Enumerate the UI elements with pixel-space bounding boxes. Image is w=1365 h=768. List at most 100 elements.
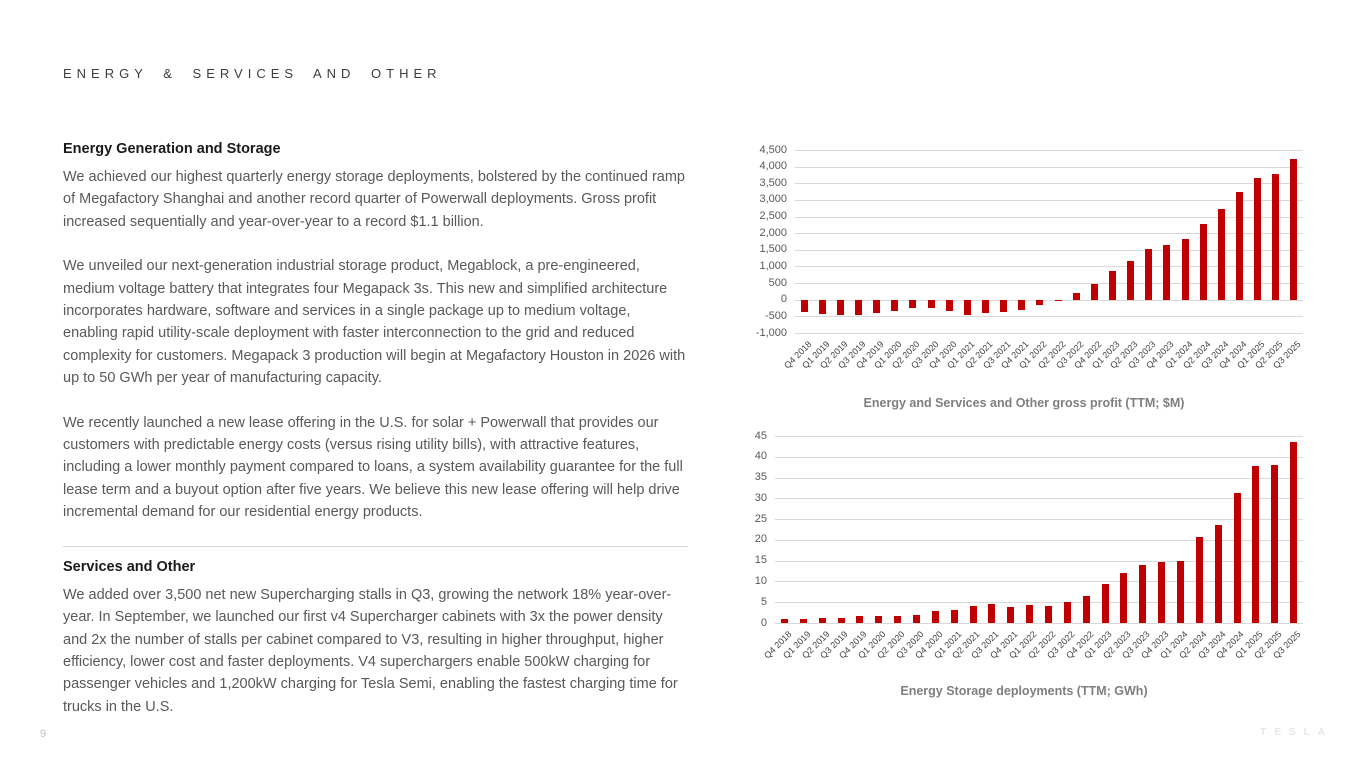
y-axis-tick-label: 20 (754, 533, 767, 546)
gridline (775, 498, 1303, 500)
bar (1082, 595, 1090, 623)
bar (780, 618, 788, 623)
gridline (775, 456, 1303, 458)
gridline (795, 333, 1303, 334)
gridline (795, 249, 1303, 251)
bar (1054, 299, 1062, 302)
bar (1176, 561, 1184, 623)
bar (1195, 537, 1203, 623)
bar (1233, 492, 1241, 623)
bar (1271, 465, 1279, 623)
y-axis-tick-label: 4,000 (759, 160, 787, 173)
bar (1199, 223, 1207, 300)
y-axis-tick-label: 30 (754, 491, 767, 504)
bar (1214, 525, 1222, 623)
y-axis-tick-label: 5 (760, 595, 767, 608)
bar (988, 603, 996, 623)
bar (1139, 565, 1147, 623)
paragraph: We achieved our highest quarterly energy… (63, 169, 685, 230)
paragraph: We added over 3,500 net new Superchargin… (63, 586, 678, 715)
y-axis-tick-label: 35 (754, 471, 767, 484)
gridline (795, 266, 1303, 268)
gridline (795, 166, 1303, 168)
gridline (775, 581, 1303, 583)
bar (931, 610, 939, 623)
gridline (795, 216, 1303, 218)
y-axis-tick-label: 1,500 (759, 243, 787, 256)
gridline (795, 150, 1303, 151)
bar (1063, 602, 1071, 623)
bar (799, 619, 807, 623)
bar (856, 616, 864, 623)
plot-area: Q4 2018 Q1 2019 Q2 2019 Q3 2019 Q4 2019 Q1 20… (762, 436, 1303, 660)
bar (945, 299, 953, 311)
y-axis-tick-label: 3,500 (759, 176, 787, 189)
bar (891, 299, 899, 311)
page-number: 9 (40, 728, 47, 740)
bar (927, 299, 935, 308)
bar (894, 615, 902, 623)
bar (1044, 605, 1052, 623)
bar (1145, 249, 1153, 300)
y-axis-tick-label: 0 (760, 616, 767, 629)
bar (1290, 158, 1298, 300)
y-axis-tick-label: 4,500 (759, 143, 787, 156)
bar (1158, 561, 1166, 623)
gridline (795, 233, 1303, 235)
tesla-logo: TESLA (1260, 727, 1333, 738)
bar (1109, 270, 1116, 300)
bar (1072, 293, 1080, 300)
bar (1120, 573, 1128, 623)
y-axis-tick-label: 3,000 (759, 193, 787, 206)
bar (1252, 466, 1260, 623)
storage-deployments-chart: 45 40 35 30 25 20 15 10 5 0 Q4 2018 Q1 2019 Q2 2019… (745, 430, 1303, 716)
section-heading-energy: Energy Generation and Storage (63, 141, 281, 157)
gridline (795, 283, 1303, 285)
gridline (775, 519, 1303, 521)
bar (982, 299, 989, 314)
bar (818, 299, 826, 315)
bar (818, 618, 826, 623)
gridline (795, 183, 1303, 185)
gridline (775, 560, 1303, 562)
gridline (775, 623, 1303, 624)
y-axis-tick-label: 40 (754, 450, 767, 463)
narrative-column: Energy Generation and Storage We achieve… (63, 141, 688, 740)
bar (909, 299, 917, 309)
y-axis-tick-label: 15 (754, 554, 767, 567)
bar (1272, 174, 1280, 300)
bar (1036, 299, 1044, 305)
section-divider (63, 545, 688, 547)
y-axis-tick-label: 2,000 (759, 226, 787, 239)
bar (1018, 299, 1026, 310)
bar (836, 299, 844, 316)
y-axis-tick-label: 45 (754, 429, 767, 442)
gridline (775, 436, 1303, 437)
bar (1254, 178, 1262, 300)
bar (800, 299, 808, 313)
gridline (775, 539, 1303, 541)
bar (855, 299, 862, 315)
bar (1026, 605, 1034, 623)
bar (1163, 245, 1171, 300)
bar (963, 299, 971, 315)
bar (1127, 260, 1135, 300)
bar (1217, 208, 1225, 300)
chart-title: Energy and Services and Other gross prof… (863, 396, 1185, 410)
gridline (795, 316, 1303, 318)
bar (1181, 239, 1189, 300)
bar (1090, 283, 1098, 300)
y-axis-tick-label: 25 (754, 512, 767, 525)
y-axis-tick-label: 500 (768, 276, 787, 289)
chart-title: Energy Storage deployments (TTM; GWh) (900, 684, 1148, 698)
paragraph: We unveiled our next-generation industri… (63, 258, 686, 387)
y-axis-tick-label: 1,000 (759, 259, 787, 272)
paragraph: We recently launched a new lease offerin… (63, 414, 683, 521)
bar (912, 614, 920, 623)
bar (1007, 606, 1015, 623)
bar (1290, 442, 1298, 623)
y-axis-tick-label: -1,000 (755, 326, 787, 339)
section-heading-services: Services and Other (63, 558, 196, 575)
bar (950, 609, 958, 623)
bar (875, 615, 883, 623)
